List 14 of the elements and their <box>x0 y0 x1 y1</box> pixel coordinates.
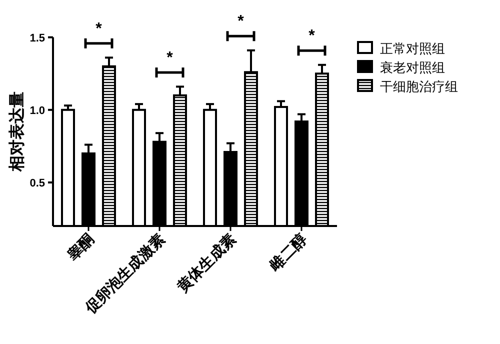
y-tick-label: 0.5 <box>30 177 45 190</box>
x-tick-label: 雌二醇 <box>266 230 310 276</box>
x-tick-label: 睾酮 <box>63 230 98 265</box>
y-tick-label: 1.0 <box>30 104 45 117</box>
y-axis-title: 相对表达量 <box>8 92 26 173</box>
annotation: * <box>308 28 316 45</box>
legend-label: 正常对照组 <box>380 41 445 56</box>
legend-label: 干细胞治疗组 <box>380 79 458 94</box>
y-tick-label: 1.5 <box>30 32 45 44</box>
annotation: * <box>96 20 103 38</box>
text: * <box>238 13 245 30</box>
legend-label: 衰老对照组 <box>380 60 445 75</box>
x-tick-label: 黄体生成素 <box>174 230 240 297</box>
annotation: * <box>166 49 174 66</box>
